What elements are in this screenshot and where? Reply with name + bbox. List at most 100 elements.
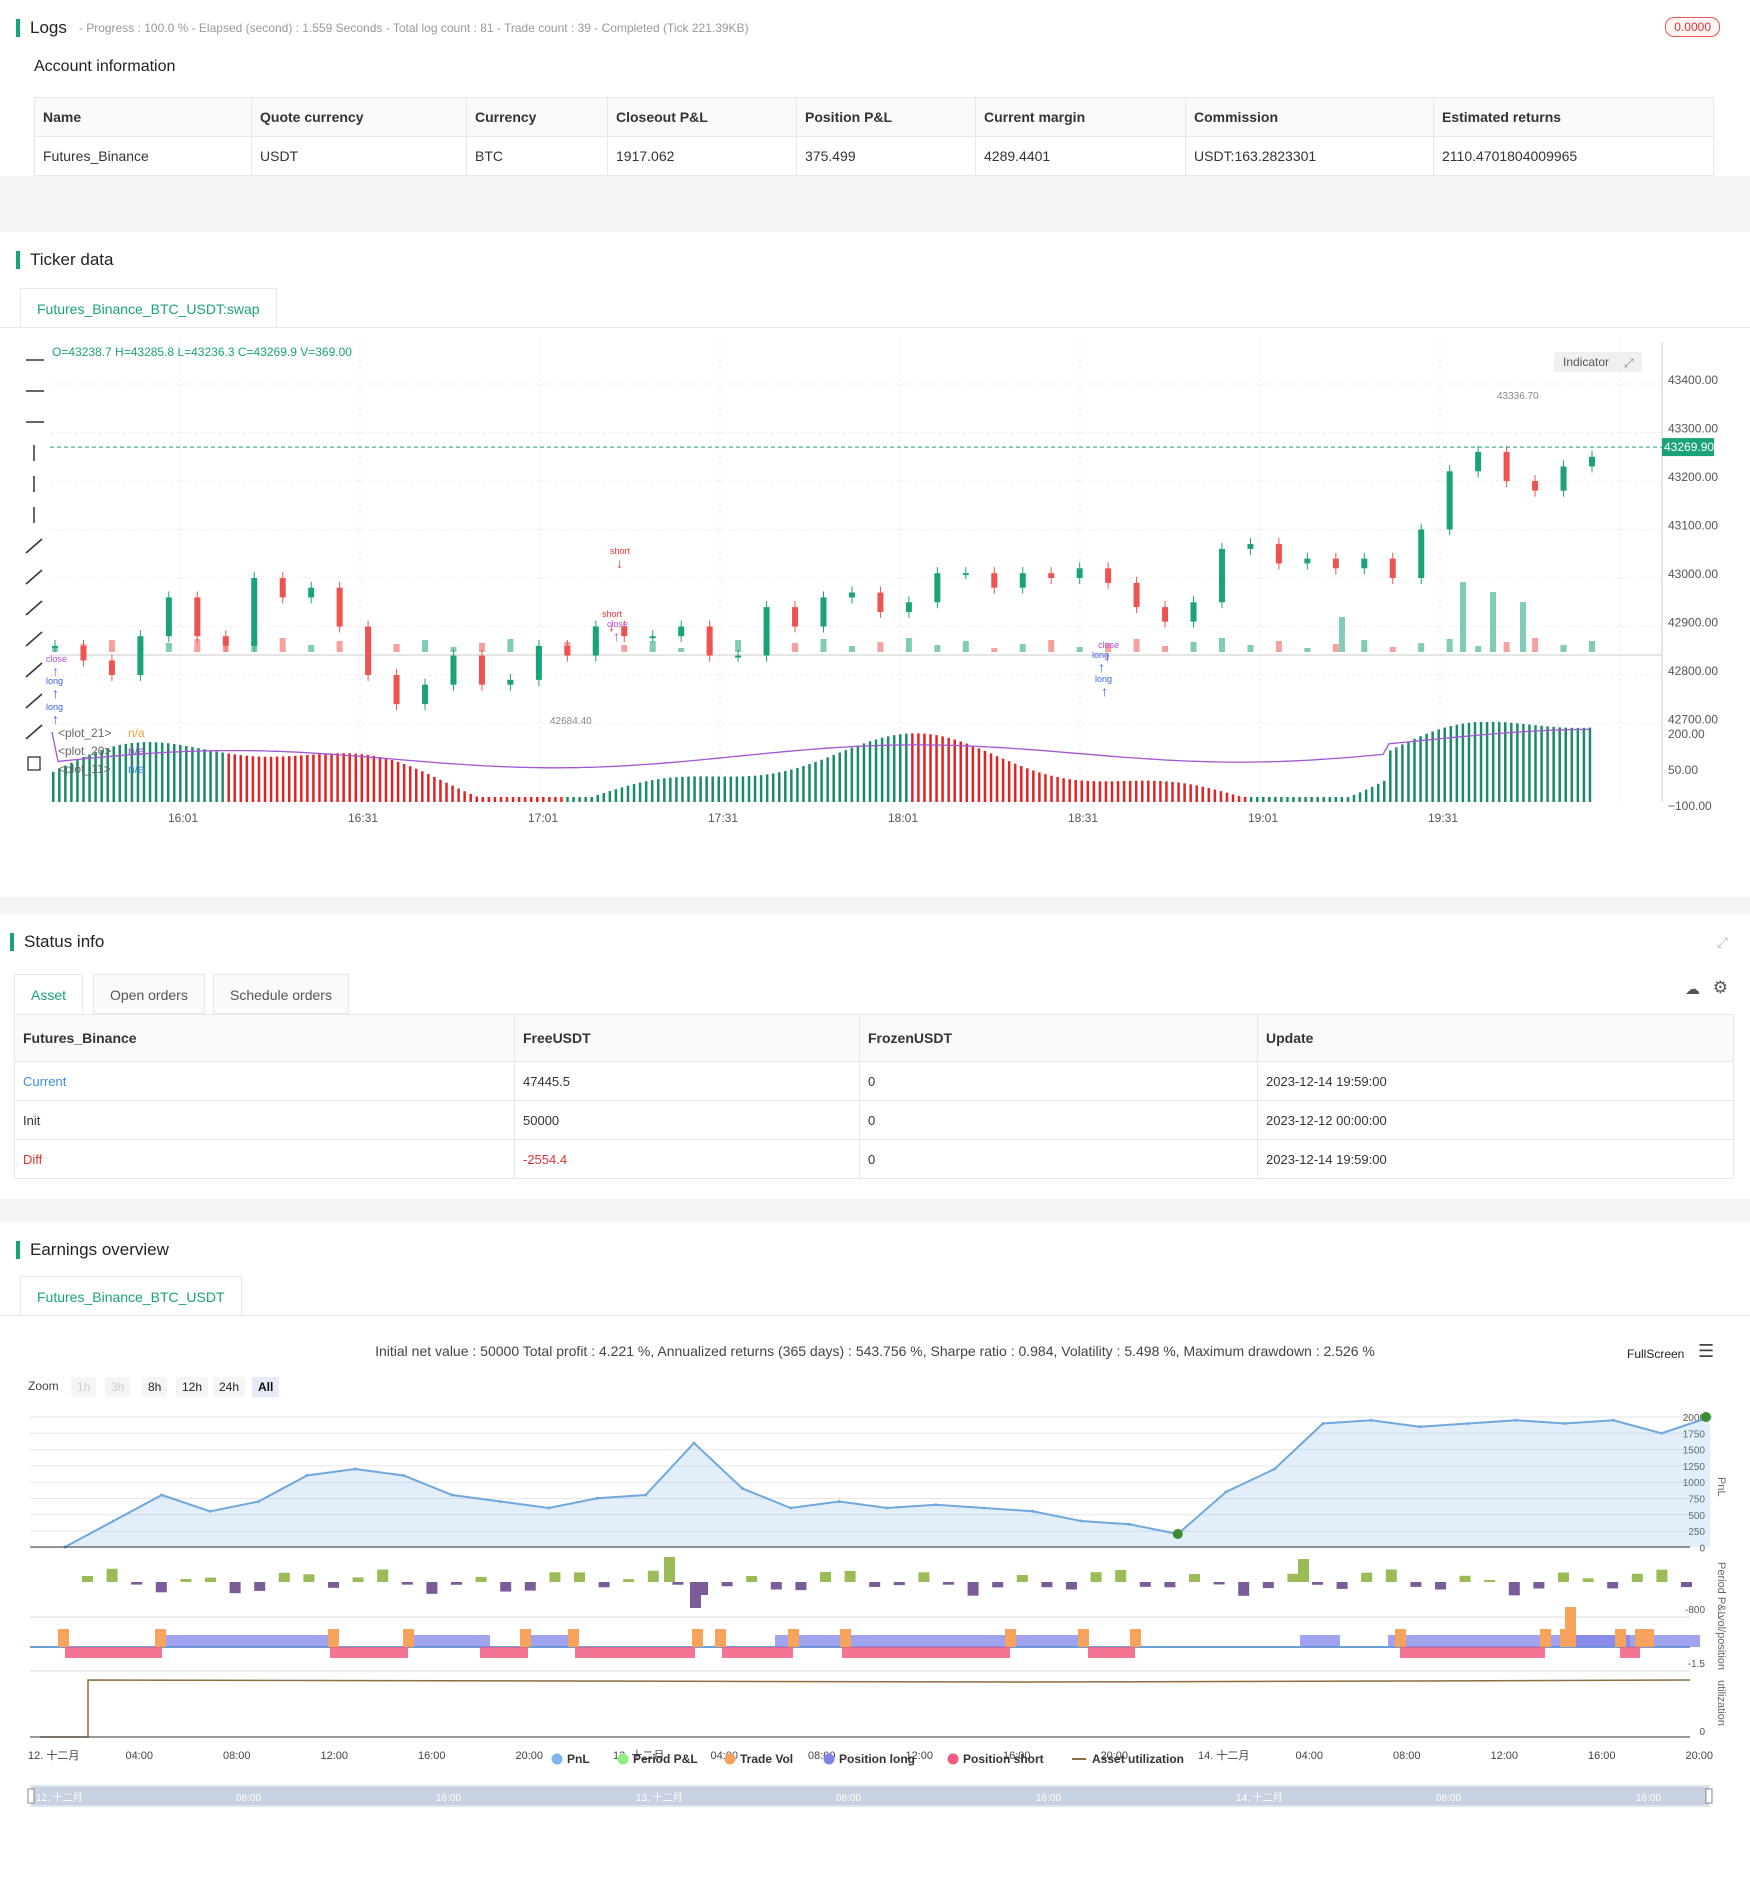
period-pnl-bar <box>82 1576 93 1582</box>
pnl-point <box>160 1493 164 1497</box>
candle <box>1332 558 1339 569</box>
pnl-point <box>740 1487 744 1490</box>
gear-icon[interactable]: ⚙ <box>1712 978 1728 997</box>
earnings-tab[interactable]: Futures_Binance_BTC_USDT <box>20 1276 242 1316</box>
period-pnl-bar <box>1139 1582 1151 1587</box>
ticker-chart[interactable]: O=43238.7 H=43285.8 L=43236.3 C=43269.9 … <box>0 332 1750 892</box>
legend-label: Position short <box>963 1752 1044 1766</box>
period-pnl-bar <box>205 1577 216 1582</box>
zoom-8h[interactable]: 8h <box>142 1377 168 1397</box>
legend-item[interactable]: Position short <box>947 1752 1044 1766</box>
histogram-bar <box>1346 797 1350 802</box>
zoom-12h[interactable]: 12h <box>176 1377 209 1397</box>
pnl-point <box>1611 1418 1615 1422</box>
histogram-bar <box>257 756 261 802</box>
indicator-button[interactable]: Indicator ⤢ <box>1554 352 1642 372</box>
x-tick: 20:00 <box>1101 1750 1129 1762</box>
volume-bar <box>336 641 343 652</box>
histogram-bar <box>1268 797 1271 802</box>
histogram-bar <box>1534 725 1537 802</box>
tab-open-orders[interactable]: Open orders <box>93 974 205 1014</box>
logs-title: Logs - Progress : 100.0 % - Elapsed (sec… <box>16 18 749 38</box>
legend-label: PnL <box>567 1752 590 1766</box>
period-pnl-bar <box>500 1582 512 1592</box>
earnings-chart[interactable]: 2000 1750 1500 1250 1000 750 500 250 0 PnL -800 Per… <box>0 1407 1750 1897</box>
zoom-all[interactable]: All <box>252 1377 280 1397</box>
cloud-download-icon[interactable]: ☁ <box>1685 981 1700 998</box>
fib-icon[interactable] <box>25 724 43 740</box>
histogram-bar <box>1001 758 1005 802</box>
histogram-bar <box>499 797 503 802</box>
histogram-bar <box>705 776 708 802</box>
x-tick: 20:00 <box>516 1750 544 1762</box>
pnl-point <box>1369 1418 1373 1422</box>
volume-bar <box>1532 638 1539 652</box>
legend-item[interactable]: Asset utilization <box>1072 1752 1184 1766</box>
util-tick: 0 <box>1699 1727 1705 1738</box>
navigator-label: 16:00 <box>1036 1793 1061 1804</box>
price-range-icon[interactable] <box>25 631 43 647</box>
period-pnl-bar <box>401 1582 413 1585</box>
histogram-bar <box>1376 783 1380 802</box>
tab-asset[interactable]: Asset <box>14 974 84 1014</box>
col-exchange: Futures_Binance <box>14 1014 515 1062</box>
fullscreen-button[interactable]: FullScreen <box>1627 1347 1685 1361</box>
histogram-bar <box>1007 761 1011 802</box>
period-pnl-bar <box>943 1582 954 1585</box>
parallel-channel-icon[interactable] <box>25 662 43 678</box>
pnl-tick: 1500 <box>1683 1446 1706 1457</box>
legend-item[interactable]: Position long <box>823 1752 916 1766</box>
position-short-bar <box>330 1647 408 1658</box>
legend-item[interactable]: Trade Vol <box>724 1752 794 1766</box>
histogram-bar <box>330 753 333 802</box>
trend-ray-icon[interactable] <box>25 538 43 554</box>
menu-icon[interactable]: ☰ <box>1698 1341 1715 1361</box>
segment-icon[interactable] <box>25 600 43 616</box>
volume-bar <box>1520 602 1526 652</box>
histogram-bar <box>644 781 648 802</box>
period-pnl-bar <box>893 1582 905 1586</box>
candle <box>1162 607 1169 622</box>
volume-bar <box>564 642 571 652</box>
zoom-24h[interactable]: 24h <box>213 1377 246 1397</box>
trend-line-icon[interactable] <box>25 569 43 585</box>
zoom-1h[interactable]: 1h <box>71 1377 97 1397</box>
histogram-bar <box>814 761 817 802</box>
candle <box>194 597 201 637</box>
histogram-bar <box>542 797 545 802</box>
candle <box>450 655 457 685</box>
volume-bar <box>1190 642 1197 652</box>
histogram-bar <box>765 774 769 802</box>
histogram-bar <box>106 748 109 802</box>
volume-bar <box>1418 643 1425 652</box>
period-pnl-bar <box>475 1576 487 1582</box>
expand-icon[interactable]: ⤢ <box>1716 934 1728 950</box>
position-long-bar <box>530 1635 570 1647</box>
histogram-bar <box>554 797 557 802</box>
time-tick: 16:01 <box>168 811 198 825</box>
histogram-bar <box>384 758 388 802</box>
trash-icon[interactable] <box>27 756 41 771</box>
col-update: Update <box>1257 1014 1734 1062</box>
earnings-title: Earnings overview <box>16 1240 169 1260</box>
histogram-bar <box>366 754 370 802</box>
histogram-bar <box>112 746 115 802</box>
candle <box>1105 568 1112 583</box>
histogram-bar <box>233 754 236 802</box>
volume-bar <box>934 645 941 652</box>
ticker-tab[interactable]: Futures_Binance_BTC_USDT:swap <box>20 288 277 328</box>
legend-item[interactable]: PnL <box>551 1752 590 1766</box>
period-pnl-bar <box>1041 1582 1053 1588</box>
ticker-title: Ticker data <box>16 250 113 270</box>
volume-bar <box>251 642 258 652</box>
zoom-3h[interactable]: 3h <box>105 1377 131 1397</box>
parallel-line-icon[interactable] <box>25 693 43 709</box>
volume-bar <box>1247 645 1254 652</box>
legend-item[interactable]: Period P&L <box>617 1752 698 1766</box>
histogram-bar <box>209 750 212 802</box>
volume-bar <box>1589 641 1595 652</box>
histogram-bar <box>820 759 823 802</box>
legend-label: Period P&L <box>633 1752 698 1766</box>
volume-bar <box>450 647 457 652</box>
tab-schedule-orders[interactable]: Schedule orders <box>213 974 349 1014</box>
